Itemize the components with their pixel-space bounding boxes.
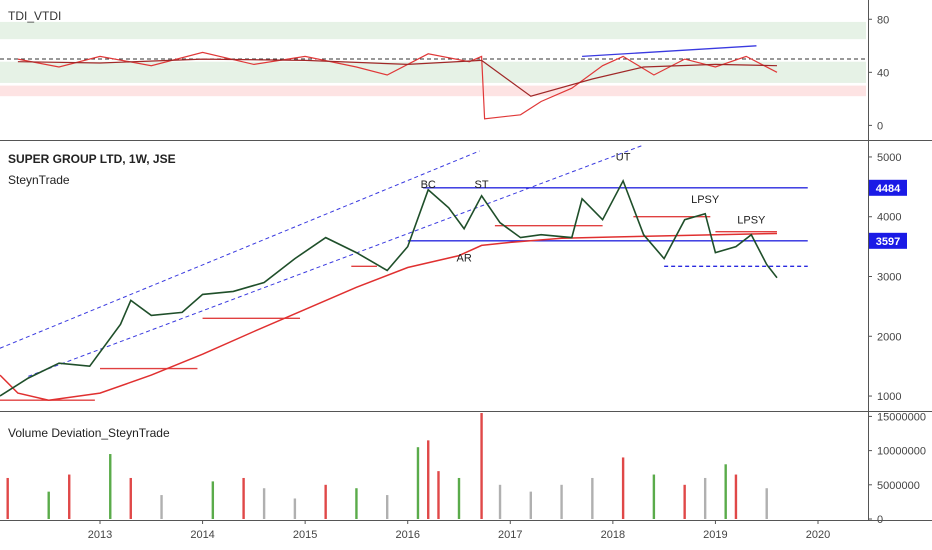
- volume-y-tick-label: 5000000: [877, 480, 920, 492]
- price-panel: BC ST AR UT LPSY LPSY SUPER GROUP LTD, 1W, JS…: [0, 144, 907, 403]
- price-tag-box: [869, 232, 907, 249]
- price-y-tick-label: 4000: [877, 212, 901, 224]
- indicator-series-line: [17, 58, 778, 97]
- volume-y-tick-label: 10000000: [877, 446, 926, 458]
- volume-bar: [427, 440, 430, 519]
- volume-bar: [724, 464, 727, 519]
- volume-y-tick-label: 15000000: [877, 411, 926, 423]
- x-tick-label: 2020: [806, 529, 830, 541]
- volume-bar: [129, 477, 132, 519]
- x-tick-label: 2013: [88, 529, 112, 541]
- moving-average-line: [0, 232, 778, 401]
- volume-bar: [703, 477, 707, 519]
- x-tick-label: 2016: [395, 529, 419, 541]
- volume-bar: [293, 498, 297, 519]
- indicator-y-tick-label: 0: [877, 120, 883, 132]
- indicator-panel: TDI_VTDI 80 40 0: [0, 9, 889, 132]
- volume-bar: [560, 484, 563, 519]
- volume-bar: [621, 457, 625, 519]
- indicator-y-tick-label: 40: [877, 67, 889, 79]
- x-tick-label: 2019: [703, 529, 727, 541]
- wyckoff-annotation: AR: [456, 253, 471, 265]
- indicator-title: TDI_VTDI: [8, 9, 61, 23]
- price-title: SUPER GROUP LTD, 1W, JSE: [8, 152, 176, 166]
- price-y-tick-label: 3000: [877, 272, 901, 284]
- x-tick-label: 2014: [190, 529, 214, 541]
- volume-bar: [160, 495, 163, 519]
- volume-bar: [437, 471, 440, 519]
- wyckoff-annotation: LPSY: [737, 214, 766, 226]
- wyckoff-annotation: ST: [475, 179, 489, 191]
- volume-title: Volume Deviation_SteynTrade: [8, 426, 170, 440]
- volume-bar: [68, 474, 71, 519]
- x-tick-label: 2015: [293, 529, 317, 541]
- price-tag-label: 4484: [876, 183, 901, 195]
- volume-bar: [242, 477, 245, 519]
- volume-bar: [386, 495, 389, 519]
- volume-bar: [47, 491, 50, 519]
- wyckoff-annotation: UT: [616, 152, 631, 164]
- wyckoff-annotation: LPSY: [691, 194, 720, 206]
- volume-bar: [262, 488, 266, 519]
- price-y-tick-label: 2000: [877, 331, 901, 343]
- volume-bar: [734, 474, 738, 519]
- channel-line: [0, 150, 480, 349]
- price-line: [0, 178, 778, 397]
- indicator-series-line: [17, 51, 778, 120]
- volume-bar: [480, 413, 483, 519]
- price-y-tick-label: 1000: [877, 391, 901, 403]
- volume-bar: [652, 474, 656, 519]
- volume-bar: [683, 484, 686, 519]
- price-tag-label: 3597: [876, 236, 900, 248]
- wyckoff-annotation: BC: [421, 179, 436, 191]
- volume-bar: [591, 477, 594, 519]
- volume-bar: [324, 484, 327, 519]
- volume-bar: [355, 488, 358, 519]
- channel-line: [28, 144, 644, 377]
- x-tick-label: 2017: [498, 529, 522, 541]
- volume-bar: [498, 484, 502, 519]
- x-tick-label: 2018: [601, 529, 625, 541]
- price-y-tick-label: 5000: [877, 152, 901, 164]
- volume-bar: [457, 477, 461, 519]
- volume-bar: [6, 477, 9, 519]
- indicator-y-tick-label: 80: [877, 14, 889, 26]
- volume-panel: Volume Deviation_SteynTrade 15000000 1000…: [6, 411, 926, 526]
- volume-bar: [765, 488, 768, 519]
- volume-bar: [529, 491, 532, 519]
- price-subtitle: SteynTrade: [8, 173, 70, 187]
- price-tag-box: [869, 179, 907, 196]
- volume-bar: [211, 481, 215, 519]
- indicator-band: [0, 85, 866, 97]
- volume-bar: [416, 447, 420, 519]
- volume-bar: [109, 454, 112, 519]
- indicator-trend-line: [582, 45, 757, 58]
- indicator-band: [0, 21, 866, 40]
